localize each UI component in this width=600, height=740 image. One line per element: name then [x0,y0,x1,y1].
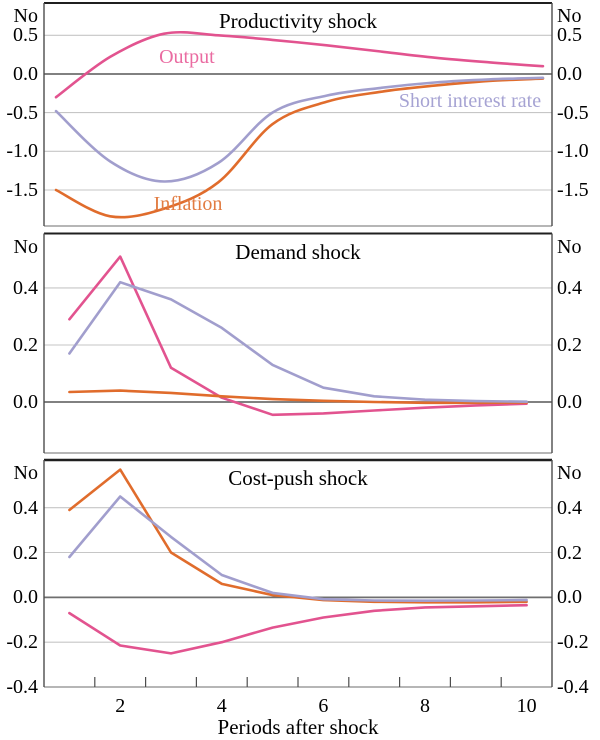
y-tick-label-left: 0.0 [13,63,38,85]
series-line-inflation-panel-2 [68,389,528,405]
x-tick-label: 2 [115,695,126,717]
y-tick-label-left: 0.2 [13,541,38,564]
series-label-output: Output [159,45,215,68]
y-tick-label-left: -0.2 [6,631,38,654]
panel-title-demand-shock: Demand shock [235,239,361,264]
series-line-output-panel-3 [68,603,528,655]
unit-label-left: No [13,235,38,258]
x-axis-title: Periods after shock [217,715,379,739]
y-tick-label-right: 0.4 [557,496,582,519]
y-tick-label-right: 0.2 [557,334,582,356]
series-line-short-interest-rate-panel-1 [54,76,545,183]
y-tick-label-left: 0.4 [13,496,38,519]
series-line-output-panel-2 [68,255,528,417]
y-tick-label-right: 0.5 [557,24,582,47]
series-line-output-panel-1 [54,30,545,99]
series-line-inflation-panel-1 [54,77,545,219]
series-label-inflation: Inflation [153,192,223,215]
x-tick-label: 8 [420,695,430,717]
panel-title-productivity-shock: Productivity shock [218,9,378,33]
y-tick-label-left: 0.0 [13,586,38,609]
y-tick-label-right: -0.5 [557,101,589,124]
y-tick-label-right: -1.0 [557,140,589,163]
y-tick-label-right: -0.4 [557,676,589,698]
y-tick-label-right: 0.0 [557,391,582,413]
x-tick-label: 10 [516,695,537,717]
series-line-short-interest-rate-panel-2 [68,280,528,403]
y-tick-label-left: 0.2 [13,334,38,356]
y-tick-label-left: -0.4 [6,676,38,698]
panel-title-cost-push-shock: Cost-push shock [228,466,368,490]
x-tick-label: 4 [216,695,227,717]
y-tick-label-right: 0.0 [557,63,582,85]
y-tick-label-right: -1.5 [557,179,589,201]
y-tick-label-left: 0.4 [13,276,38,299]
unit-label-left: No [13,5,38,27]
y-tick-label-right: -0.2 [557,631,589,654]
y-tick-label-left: -1.0 [6,140,38,163]
y-tick-label-right: 0.0 [557,586,582,609]
series-line-short-interest-rate-panel-3 [68,495,528,602]
y-tick-label-left: -0.5 [6,101,38,124]
y-tick-label-right: 0.4 [557,276,582,299]
y-tick-label-right: 0.2 [557,541,582,564]
y-tick-label-left: -1.5 [6,179,38,201]
series-line-inflation-panel-3 [68,468,528,604]
unit-label-right: No [557,462,582,484]
unit-label-right: No [557,5,582,27]
y-tick-label-left: 0.5 [13,24,38,47]
x-tick-label: 6 [318,695,329,717]
y-tick-label-left: 0.0 [13,391,38,413]
series-label-short-interest-rate: Short interest rate [398,90,542,112]
unit-label-left: No [13,462,38,484]
unit-label-right: No [557,235,582,258]
